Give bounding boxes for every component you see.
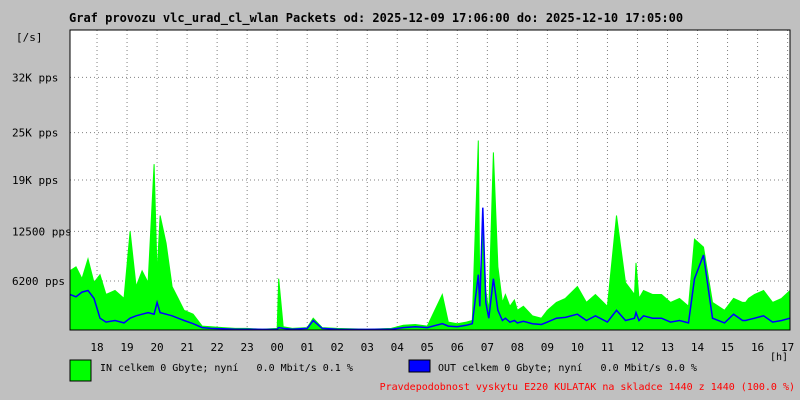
chart-title: Graf provozu vlc_urad_cl_wlan Packets od… [69, 11, 683, 26]
x-tick-label: 23 [241, 341, 254, 354]
y-tick-label: 19K pps [12, 174, 58, 187]
series-out-line [69, 207, 791, 331]
x-tick-label: 04 [391, 341, 405, 354]
x-tick-label: 07 [481, 341, 494, 354]
x-tick-label: 19 [120, 341, 133, 354]
x-axis-ticks: 18 19 20 21 22 23 00 01 02 03 04 05 06 07 08 09 10 11 12 13… [90, 341, 794, 354]
y-tick-label: 12500 pps [12, 225, 72, 238]
x-tick-label: 10 [571, 341, 584, 354]
plot-border [69, 29, 791, 331]
legend-in-text: IN celkem 0 Gbyte; nyní 0.0 Mbit/s 0.1 % [100, 362, 353, 374]
x-tick-label: 18 [90, 341, 103, 354]
y-axis-ticks: 6200 pps 12500 pps 19K pps 25K pps 32K pps [12, 71, 72, 288]
x-tick-label: 05 [421, 341, 434, 354]
x-tick-label: 11 [601, 341, 614, 354]
legend-in-swatch [69, 359, 92, 382]
grid-lines [70, 30, 790, 330]
y-tick-label: 25K pps [12, 127, 58, 140]
x-tick-label: 15 [721, 341, 734, 354]
x-tick-label: 20 [150, 341, 163, 354]
x-tick-label: 06 [451, 341, 464, 354]
x-tick-label: 00 [271, 341, 284, 354]
series-in-area [69, 140, 791, 331]
y-unit-label: [/s] [16, 31, 43, 44]
x-unit-label: [h] [770, 352, 788, 363]
x-tick-label: 13 [661, 341, 674, 354]
y-tick-label: 32K pps [12, 71, 58, 84]
legend-out-swatch [408, 359, 431, 373]
y-tick-label: 6200 pps [12, 275, 65, 288]
series-layer [69, 29, 791, 331]
x-tick-label: 09 [541, 341, 554, 354]
x-tick-label: 22 [210, 341, 223, 354]
x-tick-label: 01 [301, 341, 314, 354]
x-tick-label: 14 [691, 341, 705, 354]
legend-out-text: OUT celkem 0 Gbyte; nyní 0.0 Mbit/s 0.0 … [438, 362, 697, 374]
x-tick-label: 17 [781, 341, 794, 354]
x-tick-label: 02 [331, 341, 344, 354]
x-tick-label: 03 [361, 341, 374, 354]
x-tick-label: 08 [511, 341, 524, 354]
x-tick-label: 21 [180, 341, 193, 354]
footer-text: Pravdepodobnost vyskytu E220 KULATAK na … [380, 382, 795, 393]
x-tick-label: 12 [631, 341, 644, 354]
x-tick-label: 16 [751, 341, 764, 354]
